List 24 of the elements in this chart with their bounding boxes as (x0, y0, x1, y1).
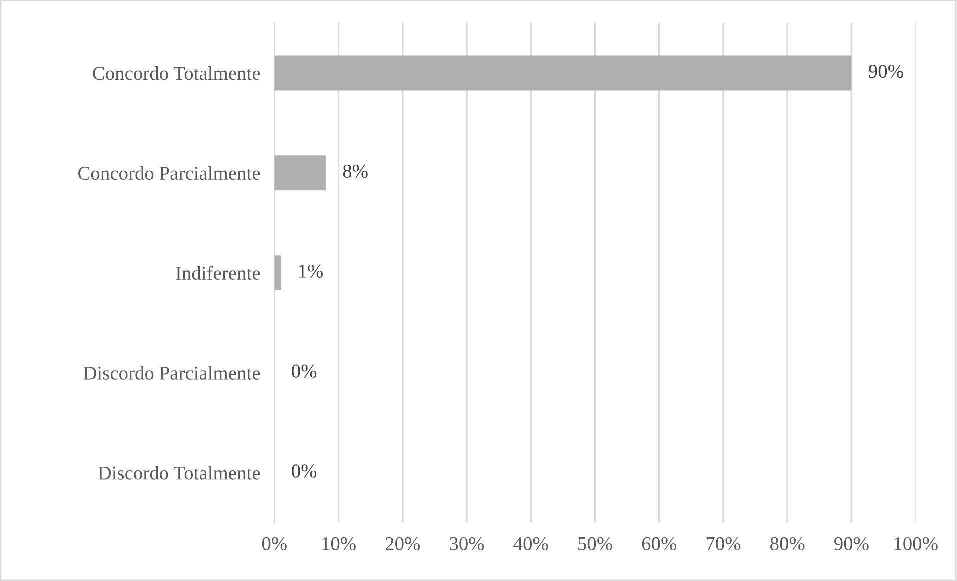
x-tick-label: 10% (322, 537, 356, 551)
x-tick-label: 100% (894, 537, 938, 551)
x-tick-label: 30% (450, 537, 484, 551)
x-tick-label: 40% (514, 537, 548, 551)
y-tick-label: Discordo Totalmente (98, 466, 260, 480)
data-label: 0% (292, 464, 317, 478)
data-label: 0% (292, 364, 317, 378)
x-tick-label: 70% (706, 537, 741, 551)
data-label: 90% (869, 64, 904, 78)
x-tick-label: 0% (262, 537, 287, 551)
x-tick-label: 20% (386, 537, 420, 551)
x-tick-label: 50% (578, 537, 612, 551)
bar (274, 256, 282, 291)
data-label: 1% (299, 264, 323, 278)
x-tick-label: 80% (770, 537, 805, 551)
y-tick-label: Concordo Totalmente (93, 66, 260, 80)
bar (274, 156, 326, 191)
y-tick-label: Indiferente (176, 266, 260, 280)
x-tick-label: 90% (834, 537, 869, 551)
data-label: 8% (343, 164, 368, 178)
y-tick-label: Discordo Parcialmente (84, 366, 260, 380)
bar (274, 56, 852, 91)
y-tick-label: Concordo Parcialmente (78, 166, 260, 180)
x-tick-label: 60% (642, 537, 677, 551)
